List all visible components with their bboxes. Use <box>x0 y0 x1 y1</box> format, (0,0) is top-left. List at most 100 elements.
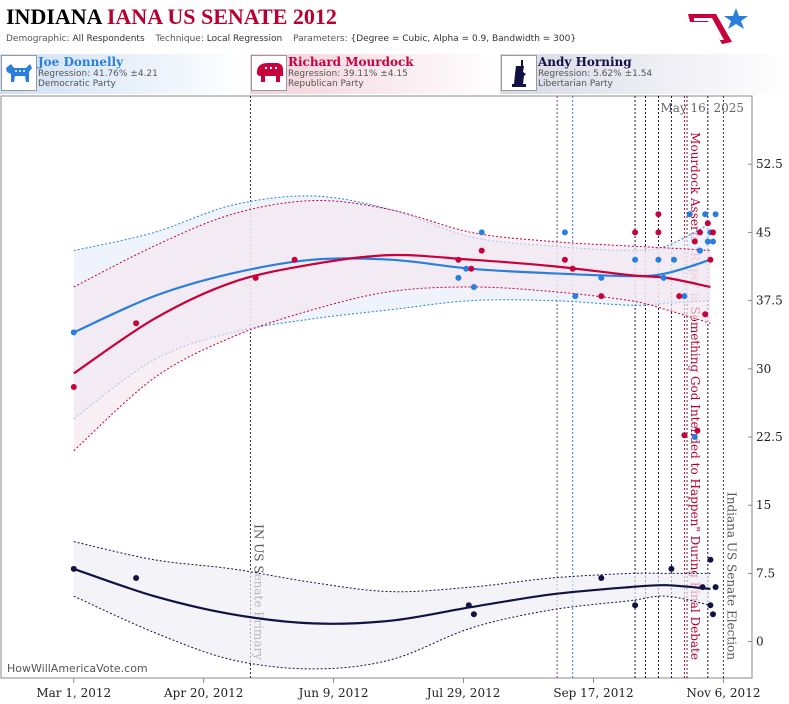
candidate-party: Republican Party <box>288 79 364 89</box>
x-tick-label: Nov 6, 2012 <box>686 686 760 700</box>
y-tick-label: 45 <box>756 225 771 239</box>
date-stamp: May 16, 2025 <box>661 101 744 115</box>
data-point <box>712 584 719 591</box>
data-point <box>697 229 703 236</box>
data-point <box>478 229 485 236</box>
site-logo-icon <box>688 8 748 44</box>
data-point <box>655 211 662 218</box>
site-credit: HowWillAmericaVote.com <box>7 662 148 675</box>
data-point <box>655 256 662 263</box>
x-tick-label: Jul 29, 2012 <box>425 686 501 700</box>
x-tick-label: Sep 17, 2012 <box>553 686 633 700</box>
demographic-info: Demographic: All Respondents <box>6 34 145 44</box>
data-point <box>702 211 709 218</box>
candidate-card-mourdock: Richard Mourdock Regression: 39.11% ±4.1… <box>250 54 500 94</box>
data-point <box>712 211 719 218</box>
x-tick-label: Jun 9, 2012 <box>297 686 369 700</box>
trend-line <box>73 567 711 625</box>
data-point <box>455 274 462 281</box>
data-point <box>707 556 714 563</box>
data-point <box>598 575 605 581</box>
x-tick-label: Mar 1, 2012 <box>36 686 111 700</box>
y-tick-label: 15 <box>756 498 771 512</box>
data-point <box>704 238 711 245</box>
data-point <box>252 274 259 281</box>
candidate-party: Democratic Party <box>38 79 116 89</box>
technique-value: Local Regression <box>206 34 283 44</box>
data-point <box>710 611 716 618</box>
parameters-info: Parameters: {Degree = Cubic, Alpha = 0.9… <box>293 34 576 44</box>
parameters-label: Parameters: <box>293 34 348 44</box>
candidate-regression: Regression: 41.76% ±4.21 <box>38 69 158 79</box>
donkey-icon <box>1 55 37 91</box>
chart-header: INDIANA IANA US SENATE 2012 Demographic:… <box>0 0 789 50</box>
data-point <box>707 602 714 609</box>
candidate-name: Richard Mourdock <box>288 55 414 69</box>
data-point <box>632 256 639 263</box>
parameters-line: Demographic: All Respondents Technique: … <box>6 34 584 44</box>
data-point <box>699 584 706 591</box>
data-point <box>704 220 711 227</box>
data-point <box>465 602 472 609</box>
liberty-torch-icon <box>501 55 537 91</box>
page-title: INDIANA IANA US SENATE 2012 <box>6 4 337 30</box>
data-point <box>133 320 140 327</box>
data-point <box>70 565 77 572</box>
data-point <box>707 256 714 263</box>
candidate-name: Andy Horning <box>538 55 632 69</box>
data-point <box>598 293 605 300</box>
data-point <box>561 229 568 236</box>
candidate-name: Joe Donnelly <box>38 55 124 69</box>
data-point <box>668 565 675 572</box>
data-point <box>702 311 709 318</box>
y-tick-label: 52.5 <box>756 157 783 171</box>
y-tick-label: 7.5 <box>756 566 775 580</box>
parameters-value: {Degree = Cubic, Alpha = 0.9, Bandwidth … <box>350 34 577 44</box>
candidate-card-horning: Andy Horning Regression: 5.62% ±1.54 Lib… <box>500 54 789 94</box>
data-point <box>686 211 693 218</box>
data-point <box>291 256 298 263</box>
y-tick-label: 37.5 <box>756 294 783 308</box>
data-point <box>468 265 475 272</box>
confidence-lower-line <box>73 595 711 670</box>
y-tick-label: 30 <box>756 362 771 376</box>
data-point <box>70 329 77 336</box>
confidence-upper-line <box>73 200 711 288</box>
y-tick-label: 22.5 <box>756 430 783 444</box>
series-richard-mourdock <box>73 200 711 452</box>
title-state: INDIANA <box>6 4 102 29</box>
candidate-party: Libertarian Party <box>538 79 613 89</box>
trend-line <box>73 253 711 375</box>
series-andy-horning <box>73 541 711 670</box>
candidate-legend: Joe Donnelly Regression: 41.76% ±4.21 De… <box>0 54 789 94</box>
data-point <box>470 284 477 290</box>
data-point <box>694 427 701 434</box>
data-point <box>569 265 576 272</box>
data-point <box>681 432 688 439</box>
data-point <box>470 611 477 618</box>
candidate-regression: Regression: 5.62% ±1.54 <box>538 69 653 79</box>
data-point <box>455 256 462 263</box>
data-point <box>70 384 77 390</box>
technique-label: Technique: <box>155 34 204 44</box>
title-race: IANA US SENATE 2012 <box>106 4 337 29</box>
data-point <box>632 229 639 236</box>
data-point <box>660 274 667 281</box>
x-tick-label: Apr 20, 2012 <box>163 686 243 700</box>
data-point <box>710 238 716 245</box>
confidence-band <box>73 541 711 669</box>
demographic-value: All Respondents <box>72 34 145 44</box>
data-point <box>671 256 677 263</box>
demographic-label: Demographic: <box>6 34 70 44</box>
confidence-band <box>73 200 711 451</box>
poll-chart: IN US Senate PrimaryMourdock Asserts "Ra… <box>0 95 783 700</box>
data-point <box>691 434 698 440</box>
technique-info: Technique: Local Regression <box>156 34 283 44</box>
data-point <box>632 602 639 609</box>
data-point <box>572 293 579 300</box>
data-point <box>697 247 703 254</box>
y-tick-label: 0 <box>756 635 764 649</box>
candidate-regression: Regression: 39.11% ±4.15 <box>288 69 408 79</box>
data-point <box>676 293 683 300</box>
data-point <box>681 293 688 300</box>
